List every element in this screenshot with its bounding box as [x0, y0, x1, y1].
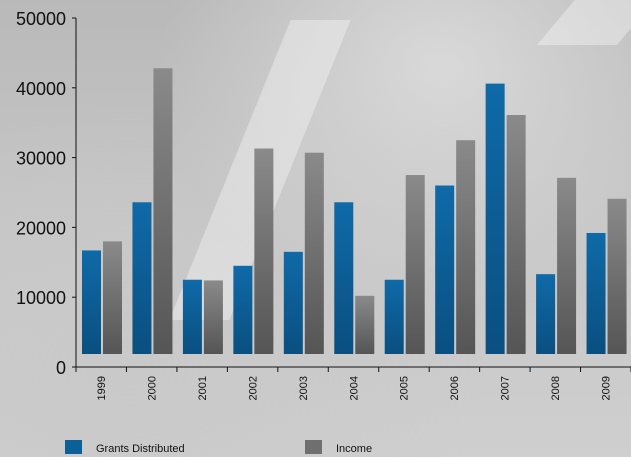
y-tick-label-40000: 40000: [16, 79, 66, 99]
bar-income-2001: [203, 280, 223, 354]
legend-label-grants: Grants Distributed: [96, 443, 185, 455]
x-tick-label-2003: 2003: [298, 376, 310, 400]
bar-grants-2009: [586, 232, 606, 354]
y-tick-label-0: 0: [56, 358, 66, 378]
bar-grants-1999: [82, 250, 101, 354]
legend-item-income: Income: [305, 438, 372, 456]
x-tick-label-2006: 2006: [449, 376, 461, 400]
legend: Grants Distributed Income: [0, 436, 631, 457]
x-tick-label-2002: 2002: [247, 376, 259, 400]
legend-swatch-grants: [65, 440, 82, 454]
bar-income-2008: [557, 177, 577, 354]
bar-income-2003: [304, 152, 324, 354]
bar-income-1999: [103, 241, 122, 354]
y-tick-label-10000: 10000: [16, 288, 66, 308]
bar-grants-2000: [132, 202, 152, 354]
bar-income-2005: [405, 175, 425, 354]
x-tick-label-1999: 1999: [96, 376, 108, 400]
bars-group: [82, 68, 627, 355]
y-tick-label-50000: 50000: [16, 9, 66, 29]
x-tick-label-2001: 2001: [197, 376, 209, 400]
x-tick-label-2004: 2004: [348, 376, 360, 400]
bar-income-2002: [254, 148, 274, 354]
legend-label-income: Income: [336, 443, 373, 455]
legend-swatch-income: [305, 440, 322, 454]
bar-grants-2001: [182, 279, 202, 354]
x-tick-label-2008: 2008: [550, 376, 562, 400]
bar-income-2009: [607, 198, 627, 354]
y-tick-label-30000: 30000: [16, 149, 66, 169]
bar-income-2000: [153, 68, 173, 355]
legend-item-grants: Grants Distributed: [65, 438, 185, 456]
bar-grants-2003: [283, 251, 303, 354]
bar-grants-2002: [233, 265, 253, 354]
x-tick-label-2005: 2005: [399, 376, 411, 400]
axes-group: 0 10000 20000 30000 40000 50000 1999 2000 2001 20…: [16, 9, 631, 400]
bar-income-2004: [355, 295, 375, 354]
x-tick-label-2007: 2007: [500, 376, 512, 400]
x-tick-label-2000: 2000: [146, 376, 158, 400]
bar-grants-2006: [435, 185, 455, 354]
bar-income-2007: [506, 115, 526, 354]
bar-grants-2008: [536, 274, 556, 354]
bar-grants-2007: [485, 83, 505, 354]
bar-grants-2004: [334, 202, 354, 354]
y-tick-label-20000: 20000: [16, 218, 66, 238]
bar-grants-2005: [384, 279, 404, 354]
bar-income-2006: [456, 140, 476, 354]
x-tick-label-2009: 2009: [601, 376, 613, 400]
